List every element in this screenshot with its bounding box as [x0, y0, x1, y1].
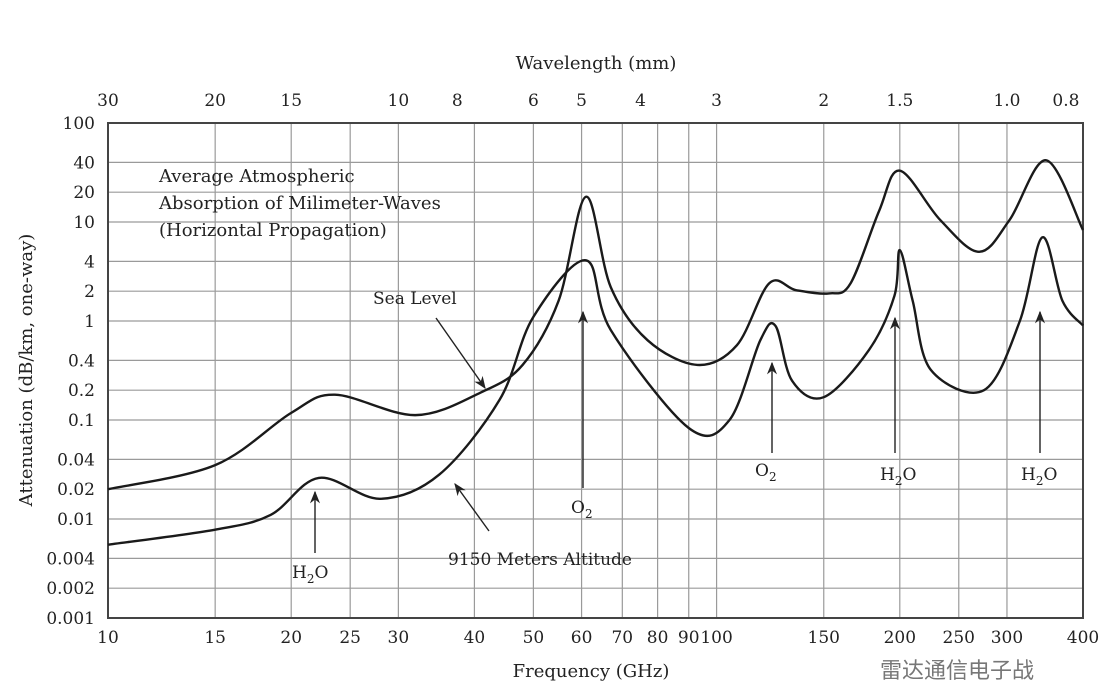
x-tick-label: 40 [464, 628, 486, 648]
x-tick-label: 30 [388, 628, 410, 648]
y-tick-label: 0.002 [46, 579, 95, 599]
y-tick-label: 1 [84, 312, 95, 332]
y-tick-label: 0.02 [57, 480, 95, 500]
curves [107, 159, 1085, 546]
y-tick-label: 40 [73, 153, 95, 173]
x-tick-label: 60 [571, 628, 593, 648]
y-tick-label: 100 [63, 114, 95, 134]
altitude-9150m-curve [107, 236, 1084, 546]
x-tick-label: 200 [884, 628, 916, 648]
top-tick-labels: 30 20 15 10 8 6 5 4 3 2 1.5 1.0 0.8 [97, 91, 1079, 111]
annotations [309, 310, 1046, 553]
x-tick-label: 80 [647, 628, 669, 648]
o2-60-label: O2 [571, 498, 593, 521]
h2o-325-label: H2O [1021, 465, 1057, 488]
sea-level-curve [107, 159, 1085, 491]
x-tick-label: 10 [97, 628, 119, 648]
top-tick-label: 6 [528, 91, 539, 111]
top-tick-label: 20 [204, 91, 226, 111]
y-tick-label: 0.2 [68, 381, 95, 401]
x-tick-label: 100 [700, 628, 732, 648]
y-tick-label: 2 [84, 282, 95, 302]
top-tick-label: 2 [818, 91, 829, 111]
x-tick-label: 70 [611, 628, 633, 648]
chart-title-line-3: (Horizontal Propagation) [159, 220, 387, 241]
top-tick-label: 3 [711, 91, 722, 111]
o2-119-label: O2 [755, 461, 777, 484]
y-tick-label: 10 [73, 213, 95, 233]
h2o-183-label: H2O [880, 465, 916, 488]
top-tick-label: 5 [576, 91, 587, 111]
y-tick-label: 20 [73, 183, 95, 203]
y-tick-label: 0.1 [68, 411, 95, 431]
x-tick-label: 20 [280, 628, 302, 648]
y-axis-title: Attenuation (dB/km, one-way) [16, 234, 37, 508]
plot-frame [107, 122, 1084, 619]
altitude-label: 9150 Meters Altitude [448, 550, 632, 570]
x-axis-title: Frequency (GHz) [513, 661, 670, 682]
x-tick-label: 400 [1067, 628, 1099, 648]
watermark: 雷达通信电子战 [880, 659, 1034, 684]
top-tick-label: 8 [452, 91, 463, 111]
chart-title-line-2: Absorption of Milimeter-Waves [158, 193, 441, 214]
altitude-arrow [454, 482, 490, 532]
y-tick-label: 0.4 [68, 351, 95, 371]
y-tick-label: 0.04 [57, 450, 95, 470]
y-tick-label: 0.01 [57, 510, 95, 530]
top-tick-label: 0.8 [1052, 91, 1079, 111]
x-tick-label: 25 [339, 628, 361, 648]
top-tick-label: 4 [635, 91, 646, 111]
x-tick-label: 50 [523, 628, 545, 648]
chart-title-line-1: Average Atmospheric [158, 166, 355, 187]
top-axis-title: Wavelength (mm) [516, 53, 677, 74]
x-tick-label: 250 [943, 628, 975, 648]
y-tick-label: 4 [84, 252, 95, 272]
x-tick-label: 300 [991, 628, 1023, 648]
top-tick-label: 1.5 [886, 91, 913, 111]
top-tick-label: 10 [388, 91, 410, 111]
top-tick-label: 30 [97, 91, 119, 111]
h2o-22-label: H2O [292, 563, 328, 586]
x-tick-label: 150 [808, 628, 840, 648]
sea-level-label: Sea Level [373, 289, 457, 309]
y-tick-labels: 100 40 20 10 4 2 1 0.4 0.2 0.1 0.04 0.02 0.01 0.004 0.… [46, 114, 95, 629]
x-tick-labels: 10 15 20 25 30 40 50 60 70 80 90 100 150 200 250 300 400 [97, 628, 1099, 648]
x-tick-label: 15 [204, 628, 226, 648]
top-tick-label: 15 [280, 91, 302, 111]
sea-level-arrow [435, 317, 486, 390]
y-tick-label: 0.004 [46, 549, 95, 569]
top-tick-label: 1.0 [993, 91, 1020, 111]
x-tick-label: 90 [678, 628, 700, 648]
y-tick-label: 0.001 [46, 609, 95, 629]
